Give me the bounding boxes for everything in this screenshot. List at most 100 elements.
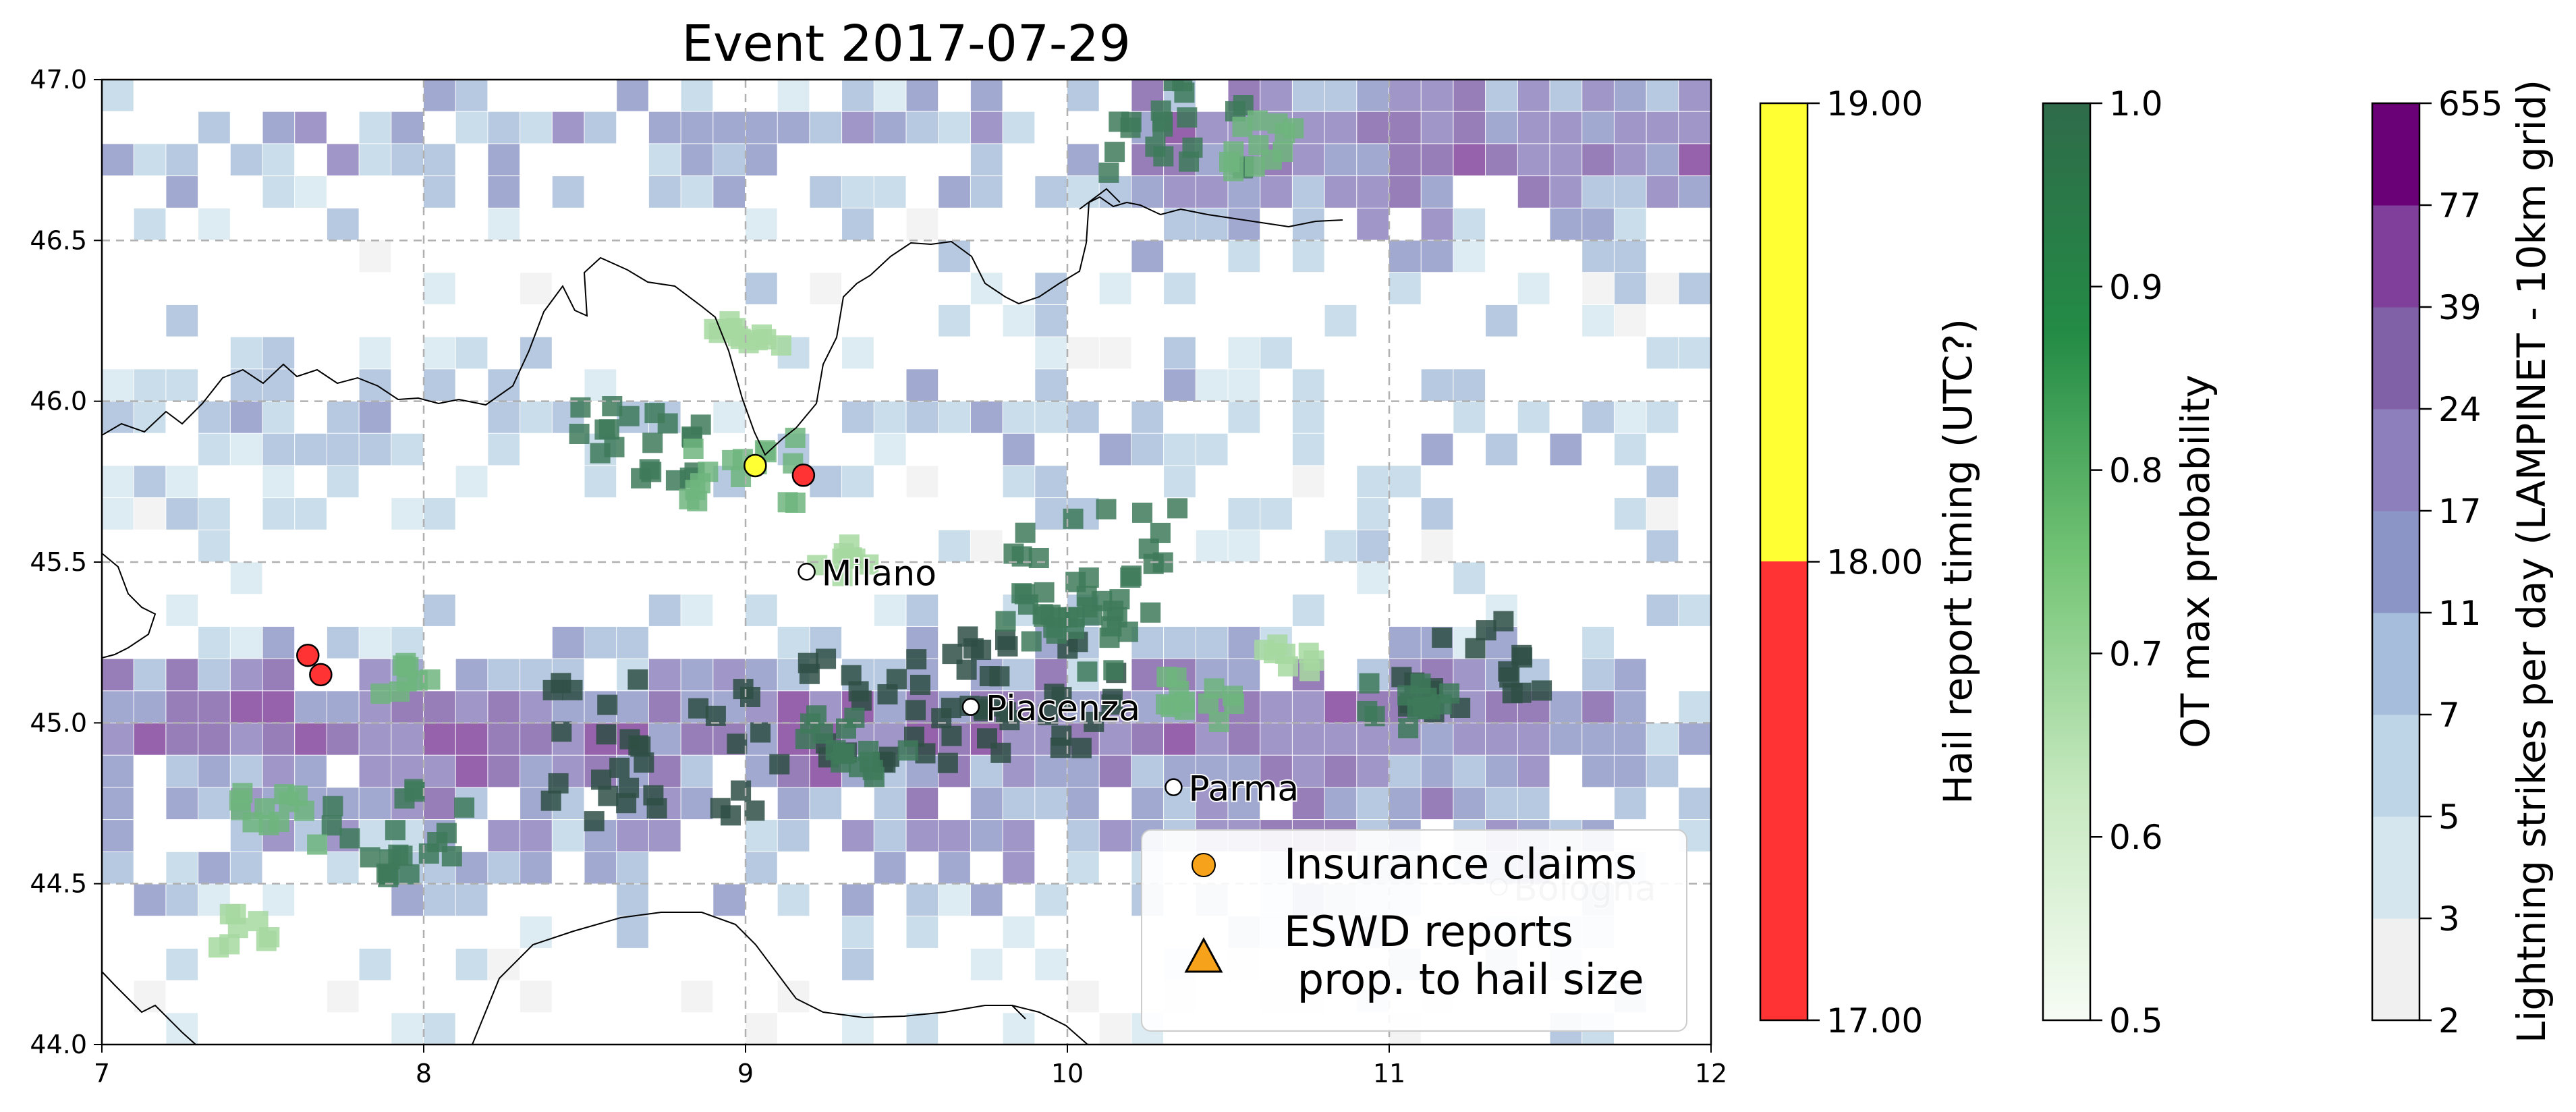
lightning-cell (424, 369, 455, 401)
lightning-cell (1035, 755, 1067, 787)
ot-cell (591, 769, 611, 790)
lightning-cell (1389, 111, 1421, 144)
lightning-cell (359, 787, 391, 820)
lightning-cell (1196, 530, 1228, 562)
lightning-cell (1486, 304, 1517, 337)
lightning-cell (1389, 755, 1421, 787)
lightning-cell (1324, 787, 1357, 820)
lightning-cell (1292, 594, 1324, 626)
colorbar-ot-label: OT max probability (2173, 374, 2218, 748)
lightning-cell (488, 948, 520, 980)
lightning-cell (970, 80, 1003, 111)
lightning-cell (102, 466, 134, 498)
ot-cell (1357, 700, 1378, 721)
lightning-cell (1164, 433, 1196, 466)
lightning-cell (648, 144, 681, 176)
lightning-cell (520, 852, 552, 884)
lightning-cell (1357, 755, 1389, 787)
lightning-cell (810, 466, 842, 498)
ot-cell (1465, 638, 1486, 659)
lightning-cell (1099, 273, 1131, 304)
lightning-cell (1679, 80, 1710, 111)
x-tick-label: 12 (1695, 1059, 1727, 1088)
lightning-cell (1582, 111, 1614, 144)
lightning-cell (1711, 112, 1743, 144)
lightning-grid (102, 80, 1743, 1045)
lightning-cell (1582, 144, 1614, 176)
lightning-cell (552, 111, 584, 144)
lightning-cell (262, 659, 295, 691)
lightning-cell (520, 755, 552, 787)
lightning-cell (424, 273, 455, 304)
lightning-cell (1582, 176, 1614, 208)
lightning-cell (327, 980, 359, 1013)
colorbar-lightning-segment (2372, 715, 2419, 817)
lightning-cell (262, 144, 295, 176)
lightning-cell (970, 948, 1003, 980)
ot-cell (1499, 667, 1520, 688)
lightning-cell (1324, 530, 1357, 562)
ot-cell (1272, 142, 1293, 163)
lightning-cell (906, 401, 939, 433)
lightning-cell (1582, 80, 1614, 111)
ot-cell (208, 937, 229, 958)
lightning-cell (262, 111, 295, 144)
city-marker (797, 563, 816, 581)
lightning-cell (327, 144, 359, 176)
lightning-cell (1099, 337, 1131, 369)
lightning-cell (1131, 240, 1164, 273)
colorbar-tick-label: 11 (2438, 594, 2482, 633)
lightning-cell (1292, 466, 1324, 498)
lightning-cell (617, 820, 648, 852)
ot-cell (905, 700, 926, 721)
lightning-cell (906, 466, 939, 498)
ot-cell (1410, 673, 1431, 694)
lightning-cell (520, 111, 552, 144)
lightning-cell (1550, 723, 1582, 755)
lightning-cell (1196, 626, 1228, 659)
lightning-cell (230, 659, 262, 691)
lightning-cell (1260, 755, 1292, 787)
lightning-cell (1228, 755, 1260, 787)
lightning-cell (1421, 240, 1453, 273)
lightning-cell (1421, 80, 1453, 111)
lightning-cell (1292, 240, 1324, 273)
lightning-cell (424, 787, 455, 820)
lightning-cell (1228, 176, 1260, 208)
ot-cell (639, 459, 660, 480)
lightning-cell (1421, 498, 1453, 530)
lightning-cell (520, 273, 552, 304)
lightning-cell (1035, 498, 1067, 530)
ot-cell (750, 722, 771, 743)
ot-cell (1065, 572, 1086, 592)
lightning-cell (1646, 273, 1679, 304)
ot-cell (1109, 589, 1130, 610)
lightning-cell (424, 1013, 455, 1045)
lightning-cell (1196, 787, 1228, 820)
ot-cell (797, 652, 818, 673)
lightning-cell (455, 884, 488, 916)
ot-cell (906, 649, 927, 670)
ot-cell (229, 790, 250, 811)
lightning-cell (455, 723, 488, 755)
ot-cell (769, 754, 790, 775)
lightning-cell (939, 240, 970, 273)
lightning-cell (874, 176, 906, 208)
lightning-cell (1292, 433, 1324, 466)
ot-cell (785, 427, 806, 448)
lightning-cell (166, 594, 198, 626)
ot-cell (1071, 738, 1092, 758)
ot-cell (1077, 661, 1098, 682)
ot-cell (227, 918, 248, 939)
ot-cell (1014, 584, 1035, 605)
lightning-cell (1614, 433, 1646, 466)
ot-cell (683, 439, 704, 459)
lightning-cell (230, 369, 262, 401)
lightning-cell (134, 466, 166, 498)
lightning-cell (1228, 498, 1260, 530)
lightning-cell (681, 755, 713, 787)
lightning-cell (874, 787, 906, 820)
lightning-cell (102, 498, 134, 530)
lightning-cell (1357, 176, 1389, 208)
lightning-cell (1324, 111, 1357, 144)
